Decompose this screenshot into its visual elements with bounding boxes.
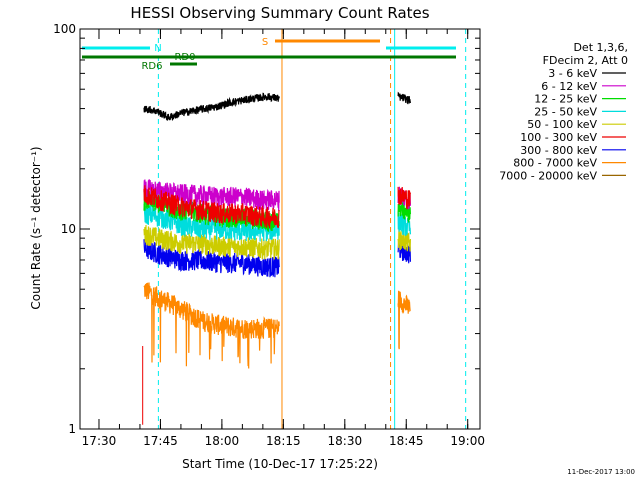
x-tick-label: 18:45 (389, 434, 424, 448)
legend-label-1: 6 - 12 keV (541, 80, 597, 93)
series-5-segment-1 (397, 186, 411, 210)
y-axis-label: Count Rate (s⁻¹ detector⁻¹) (29, 146, 43, 309)
series-0-segment-0 (143, 92, 280, 121)
legend-label-7: 800 - 7000 keV (513, 157, 597, 170)
series-4-segment-1 (397, 229, 411, 252)
series-7-segment-1 (397, 290, 411, 350)
legend-label-2: 12 - 25 keV (534, 93, 597, 106)
plot-frame (79, 28, 481, 430)
legend-label-8: 7000 - 20000 keV (499, 169, 597, 182)
series-3-segment-0 (143, 204, 280, 242)
x-tick-label: 19:00 (450, 434, 485, 448)
legend-header-decimation: FDecim 2, Att 0 (543, 54, 628, 67)
y-tick-label: 10 (61, 222, 76, 236)
flag-label-night: N (154, 43, 161, 54)
footer-date: 11-Dec-2017 13:00 (567, 468, 635, 476)
legend-header-detectors: Det 1,3,6, (573, 41, 628, 54)
flag-label-rd6: RD6 (141, 61, 162, 72)
x-tick-label: 18:00 (205, 434, 240, 448)
x-tick-label: 18:30 (328, 434, 363, 448)
series-6-segment-0 (143, 239, 280, 278)
series-5-segment-0 (143, 185, 280, 230)
series-0-segment-1 (397, 91, 411, 105)
x-tick-label: 18:15 (266, 434, 301, 448)
x-axis-label: Start Time (10-Dec-17 17:25:22) (182, 457, 378, 471)
y-tick-label: 100 (53, 22, 76, 36)
flag-label-saa: S (262, 37, 268, 48)
legend-label-4: 50 - 100 keV (527, 118, 597, 131)
x-tick-label: 17:45 (143, 434, 178, 448)
series-4-segment-0 (143, 224, 280, 260)
series-7-segment-0 (143, 282, 280, 369)
series-6-segment-1 (397, 240, 411, 264)
y-tick-label: 1 (68, 422, 76, 436)
x-tick-label: 17:30 (82, 434, 117, 448)
chart-title: HESSI Observing Summary Count Rates (130, 4, 429, 22)
legend-label-5: 100 - 300 keV (520, 131, 597, 144)
legend-label-6: 300 - 800 keV (520, 144, 597, 157)
series-2-segment-1 (397, 198, 411, 223)
flag-label-rd0: RD0 (174, 52, 195, 63)
legend-label-3: 25 - 50 keV (534, 105, 597, 118)
legend-label-0: 3 - 6 keV (548, 67, 597, 80)
